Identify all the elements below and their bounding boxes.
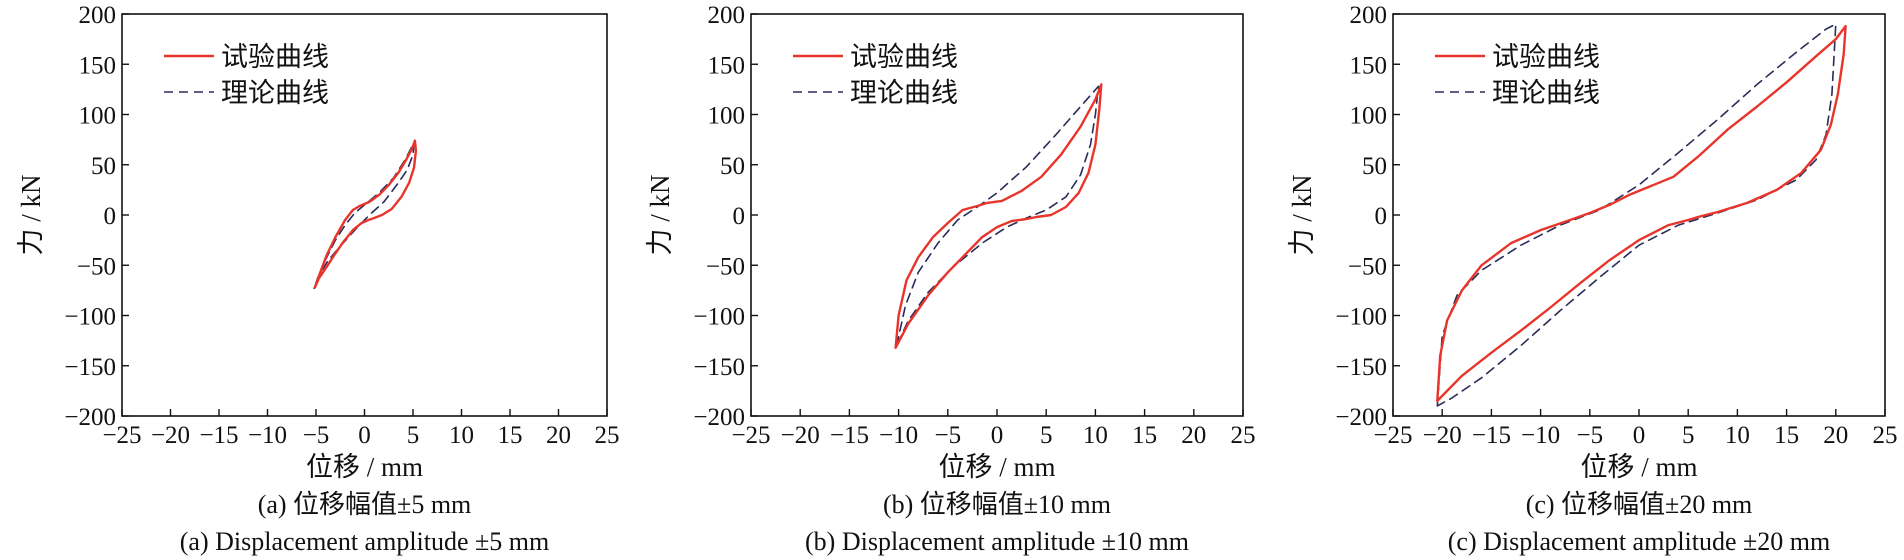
x-tick-label: 25 (1231, 422, 1256, 449)
experimental-curve (1436, 24, 1847, 403)
y-tick-label: 50 (720, 153, 745, 180)
chart-panel-2: −25 −20 −15 −10 −5 0 5 10 15 20 25−200−150−100−500… (645, 2, 1256, 556)
legend-label-experimental: 试验曲线 (850, 42, 958, 72)
x-tick-label: 20 (546, 422, 571, 449)
y-tick-label: 150 (708, 52, 746, 79)
x-tick-label: 15 (1132, 422, 1157, 449)
y-tick-label: 0 (1375, 203, 1388, 230)
x-tick-label: −25 (102, 422, 141, 449)
x-tick-label: −5 (303, 422, 330, 449)
y-tick-label: 100 (708, 103, 746, 130)
caption-cn: (b) 位移幅值±10 mm (883, 490, 1111, 519)
y-tick-label: 50 (1362, 153, 1387, 180)
theoretical-curve (895, 85, 1100, 347)
x-axis-title: 位移 / mm (938, 452, 1055, 482)
chart-panel-3: −25 −20 −15 −10 −5 0 5 10 15 20 25−200−150−100−500… (1287, 2, 1898, 556)
y-tick-label: −50 (1348, 253, 1387, 280)
y-tick-label: 150 (79, 52, 117, 79)
y-axis-title: 力 / kN (16, 175, 46, 256)
x-axis-title: 位移 / mm (306, 452, 423, 482)
chart-panel-1: −25 −20 −15 −10 −5 0 5 10 15 20 25−200−150−100−500… (16, 2, 620, 556)
x-tick-label: 10 (1083, 422, 1108, 449)
caption-cn: (c) 位移幅值±20 mm (1526, 490, 1753, 519)
x-tick-label: −20 (781, 422, 820, 449)
x-tick-label: −25 (731, 422, 770, 449)
plot-frame (1392, 13, 1886, 417)
plot-frame (121, 13, 608, 417)
y-tick-label: 100 (1350, 103, 1388, 130)
theoretical-curve (313, 141, 415, 290)
x-tick-label: 25 (595, 422, 620, 449)
y-tick-label: −200 (64, 404, 116, 431)
x-tick-label: 25 (1873, 422, 1898, 449)
y-tick-label: 100 (79, 103, 117, 130)
y-tick-label: 200 (79, 2, 117, 29)
y-tick-label: −200 (1335, 404, 1387, 431)
y-tick-label: −150 (1335, 354, 1387, 381)
y-tick-label: −50 (706, 253, 745, 280)
x-tick-label: 15 (498, 422, 523, 449)
x-tick-label: −10 (1521, 422, 1560, 449)
x-tick-label: −5 (934, 422, 961, 449)
x-tick-label: −20 (151, 422, 190, 449)
y-tick-label: 0 (733, 203, 746, 230)
y-tick-label: 200 (708, 2, 746, 29)
x-tick-label: 5 (1682, 422, 1695, 449)
y-tick-label: 200 (1350, 2, 1388, 29)
y-tick-label: −150 (64, 354, 116, 381)
experimental-curve (894, 83, 1103, 349)
x-tick-label: 15 (1774, 422, 1799, 449)
x-tick-label: −15 (830, 422, 869, 449)
caption-cn: (a) 位移幅值±5 mm (258, 490, 472, 519)
legend-label-experimental: 试验曲线 (1492, 42, 1600, 72)
y-axis-title: 力 / kN (1287, 175, 1317, 256)
y-tick-label: 50 (91, 153, 116, 180)
x-tick-label: 0 (991, 422, 1004, 449)
x-tick-label: −25 (1373, 422, 1412, 449)
x-tick-label: 0 (1633, 422, 1646, 449)
caption-en: (a) Displacement amplitude ±5 mm (180, 527, 550, 556)
y-tick-label: −100 (1335, 304, 1387, 331)
x-tick-label: −10 (879, 422, 918, 449)
x-tick-label: −15 (1472, 422, 1511, 449)
x-axis-title: 位移 / mm (1580, 452, 1697, 482)
y-axis-title: 力 / kN (645, 175, 675, 256)
x-tick-label: 20 (1823, 422, 1848, 449)
legend-label-theoretical: 理论曲线 (221, 78, 329, 108)
y-tick-label: −200 (693, 404, 745, 431)
caption-en: (b) Displacement amplitude ±10 mm (805, 527, 1189, 556)
y-tick-label: −150 (693, 354, 745, 381)
theoretical-curve (1436, 23, 1837, 407)
x-tick-label: 0 (358, 422, 371, 449)
x-tick-label: −5 (1576, 422, 1603, 449)
x-tick-label: 10 (1725, 422, 1750, 449)
x-tick-label: 5 (407, 422, 420, 449)
caption-en: (c) Displacement amplitude ±20 mm (1448, 527, 1831, 556)
x-tick-label: −15 (199, 422, 238, 449)
x-tick-label: −20 (1423, 422, 1462, 449)
x-tick-label: −10 (248, 422, 287, 449)
plot-frame (750, 13, 1244, 417)
y-tick-label: −50 (77, 253, 116, 280)
legend-label-experimental: 试验曲线 (221, 42, 329, 72)
y-tick-label: 150 (1350, 52, 1388, 79)
y-tick-label: −100 (693, 304, 745, 331)
experimental-curve (313, 139, 418, 289)
x-tick-label: 20 (1181, 422, 1206, 449)
x-tick-label: 10 (449, 422, 474, 449)
y-tick-label: −100 (64, 304, 116, 331)
x-tick-label: 5 (1040, 422, 1053, 449)
legend-label-theoretical: 理论曲线 (850, 78, 958, 108)
y-tick-label: 0 (104, 203, 117, 230)
legend-label-theoretical: 理论曲线 (1492, 78, 1600, 108)
